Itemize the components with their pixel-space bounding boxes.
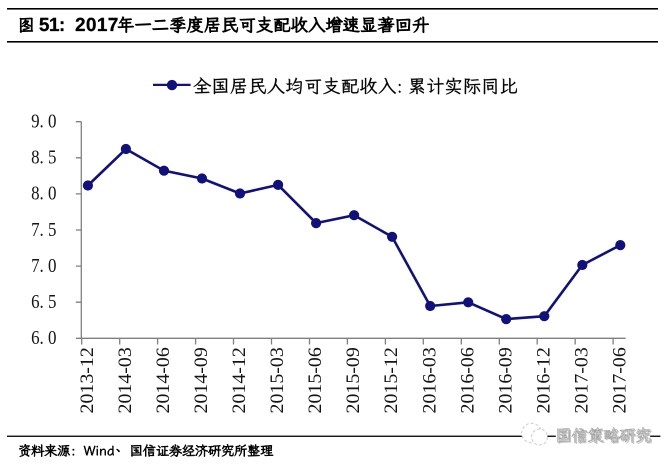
svg-text:9. 0: 9. 0	[31, 111, 56, 133]
svg-text:2014-09: 2014-09	[191, 347, 212, 413]
svg-text:2015-03: 2015-03	[267, 347, 288, 413]
svg-text:2016-12: 2016-12	[533, 347, 554, 413]
svg-text:8. 0: 8. 0	[31, 183, 56, 205]
svg-text:2017-06: 2017-06	[609, 347, 630, 413]
svg-text:2014-03: 2014-03	[115, 347, 136, 413]
svg-text:6. 5: 6. 5	[31, 291, 56, 313]
svg-text:2016-03: 2016-03	[419, 347, 440, 413]
svg-text:2014-06: 2014-06	[153, 347, 174, 413]
svg-text:7. 0: 7. 0	[31, 255, 56, 277]
svg-text:6. 0: 6. 0	[31, 327, 56, 349]
svg-text:8. 5: 8. 5	[31, 147, 56, 169]
svg-text:2017-03: 2017-03	[571, 347, 592, 413]
svg-text:2016-09: 2016-09	[495, 347, 516, 413]
svg-text:2015-12: 2015-12	[381, 347, 402, 413]
svg-text:2015-09: 2015-09	[343, 347, 364, 413]
svg-text:7. 5: 7. 5	[31, 219, 56, 241]
svg-text:2013-12: 2013-12	[77, 347, 98, 413]
svg-text:2016-06: 2016-06	[457, 347, 478, 413]
svg-text:2014-12: 2014-12	[229, 347, 250, 413]
svg-text:2015-06: 2015-06	[305, 347, 326, 413]
